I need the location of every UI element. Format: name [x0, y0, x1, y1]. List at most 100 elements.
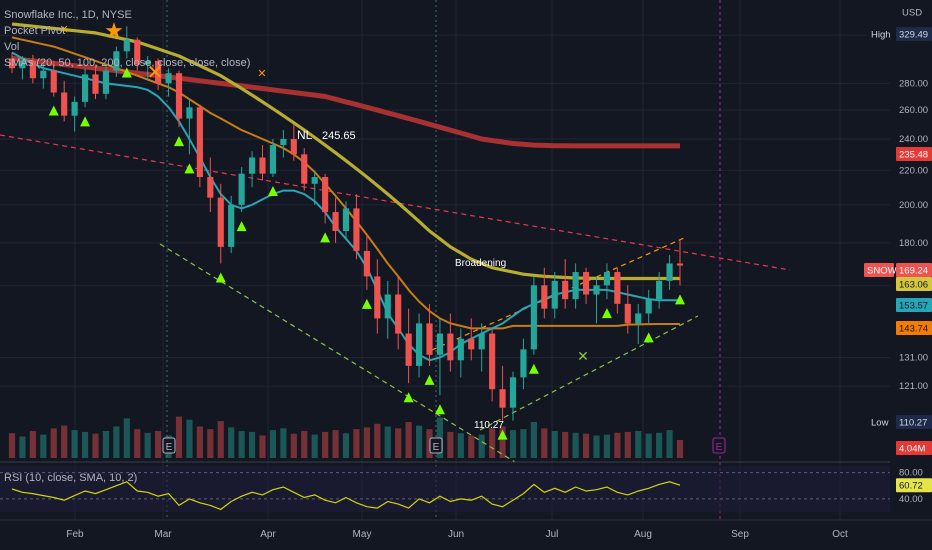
rsi-band — [0, 466, 890, 512]
volume-bar-35 — [374, 423, 381, 458]
volume-bar-34 — [363, 427, 370, 458]
volume-bar-26 — [280, 428, 287, 458]
volume-bar-46 — [489, 428, 496, 458]
nl-label: NL — [297, 128, 313, 142]
volume-bar-63 — [666, 430, 673, 458]
candle-body-31 — [332, 212, 339, 231]
pocket-pivot-triangle-4 — [184, 163, 195, 174]
volume-bar-49 — [520, 429, 527, 458]
volume-bar-51 — [541, 428, 548, 458]
candle-body-42 — [447, 333, 454, 361]
sell-signal-star: ★ — [104, 18, 124, 43]
pocket-pivot-triangle-1 — [80, 116, 91, 127]
volume-bar-5 — [61, 425, 68, 458]
price-tag-text-8: 143.74 — [899, 324, 928, 335]
indicator-volume[interactable]: Vol — [4, 41, 20, 53]
time-axis-label-8: Oct — [832, 529, 848, 540]
volume-bar-10 — [113, 426, 120, 458]
time-axis-label-6: Aug — [634, 529, 652, 540]
price-tag-bg-7 — [896, 298, 932, 312]
price-tag-bg-8 — [896, 321, 932, 335]
volume-bar-16 — [175, 416, 183, 458]
volume-bar-8 — [92, 433, 99, 458]
candle-body-37 — [395, 294, 402, 334]
price-tag-text-11: 4.04M — [899, 444, 925, 455]
volume-bar-45 — [478, 434, 485, 458]
volume-bar-54 — [572, 432, 579, 458]
pocket-pivot-triangle-9 — [361, 298, 372, 309]
earnings-badge-label-0: E — [166, 442, 173, 453]
candle-body-63 — [666, 263, 673, 281]
indicator-smas[interactable]: SMAs (20, 50, 100, 200, close, close, cl… — [4, 57, 251, 69]
price-tag-bg-0 — [899, 5, 929, 19]
volume-bar-22 — [238, 431, 245, 458]
broadening-label: Broadening — [455, 258, 506, 269]
candle-body-18 — [196, 107, 203, 178]
volume-bar-28 — [301, 431, 308, 458]
time-axis[interactable]: Feb Mar Apr May Jun Jul Aug Sep Oct — [0, 519, 932, 540]
candle-body-16 — [175, 73, 183, 119]
price-tag-bg-11 — [896, 441, 932, 455]
price-tag-bg-6 — [896, 277, 932, 291]
candle-body-44 — [468, 338, 475, 350]
volume-bar-62 — [656, 432, 663, 458]
price-axis-label-4: 220.00 — [899, 165, 928, 176]
time-axis-label-7: Sep — [731, 529, 749, 540]
price-axis-label-5: 200.00 — [899, 200, 928, 211]
pocket-pivot-triangle-15 — [601, 308, 612, 319]
candle-body-55 — [582, 272, 590, 295]
candle-body-26 — [280, 138, 287, 146]
candle-body-5 — [61, 92, 68, 116]
price-tag-text-4: SNOW — [867, 266, 897, 277]
candle-body-28 — [301, 154, 308, 184]
pocket-pivot-triangle-14 — [528, 363, 539, 374]
candle-body-20 — [217, 197, 224, 247]
pocket-pivot-markers: ✕ ✕ ★ ✕ ✕ E E E — [48, 18, 726, 454]
candle-body-50 — [530, 285, 537, 350]
price-tag-text-10: 110.27 — [899, 418, 927, 429]
volume-bar-24 — [259, 435, 266, 458]
candle-body-29 — [311, 177, 318, 184]
price-axis-background — [893, 0, 932, 520]
sell-signal-x-0: ✕ — [59, 24, 68, 36]
candle-body-35 — [374, 276, 381, 319]
price-tag-bg-2 — [896, 27, 932, 41]
volume-bar-52 — [551, 431, 558, 458]
candle-body-32 — [342, 208, 350, 231]
volume-bar-25 — [269, 430, 277, 458]
price-tag-bg-1 — [868, 27, 894, 41]
rsi-panel — [0, 461, 890, 512]
candle-body-27 — [290, 138, 297, 155]
rsi-label[interactable]: RSI (10, close, SMA, 10, 2) — [4, 472, 138, 484]
volume-bar-48 — [509, 430, 517, 458]
price-tag-bg-3 — [896, 147, 932, 161]
pocket-pivot-triangle-16 — [643, 332, 654, 343]
candle-body-58 — [614, 272, 621, 304]
candle-body-9 — [102, 70, 110, 94]
price-tag-text-0: USD — [902, 8, 922, 19]
candle-body-17 — [186, 107, 193, 119]
neckline-trendline — [0, 134, 791, 271]
candle-body-36 — [384, 294, 391, 319]
volume-bar-7 — [81, 431, 89, 458]
candle-body-21 — [228, 204, 235, 247]
candle-body-33 — [353, 208, 360, 251]
candle-body-12 — [134, 39, 141, 65]
price-tag-bg-9 — [868, 415, 894, 429]
candle-body-11 — [123, 39, 130, 52]
volume-bar-42 — [447, 431, 454, 458]
volume-bar-64 — [676, 440, 684, 458]
volume-bar-61 — [645, 433, 652, 458]
candle-body-39 — [415, 323, 423, 366]
candle-body-61 — [645, 299, 652, 314]
earnings-badge-label-2: E — [716, 442, 723, 453]
volume-bar-33 — [353, 429, 360, 458]
candle-body-62 — [656, 280, 663, 300]
volume-bar-19 — [207, 429, 214, 458]
time-axis-label-4: Jun — [448, 529, 464, 540]
price-axis-label-6: 180.00 — [899, 238, 928, 249]
indicator-pocket-pivot[interactable]: Pocket Pivot — [4, 25, 66, 37]
symbol-title[interactable]: Snowflake Inc., 1D, NYSE — [4, 9, 132, 21]
